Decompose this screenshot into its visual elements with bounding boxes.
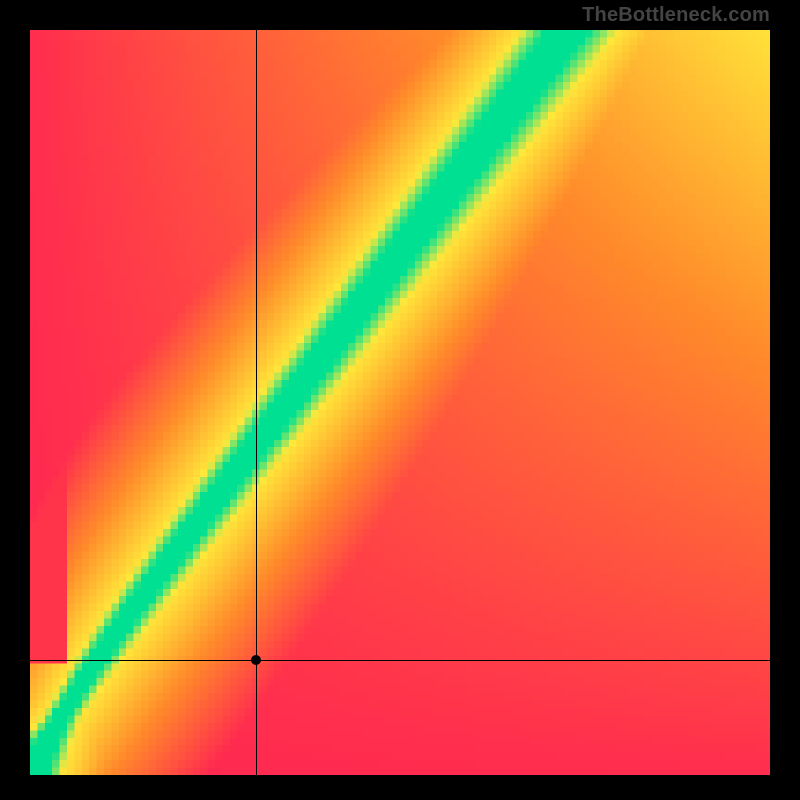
chart-frame: TheBottleneck.com: [0, 0, 800, 800]
heatmap-plot: [30, 30, 770, 775]
heatmap-canvas: [30, 30, 770, 775]
watermark-text: TheBottleneck.com: [582, 4, 770, 27]
